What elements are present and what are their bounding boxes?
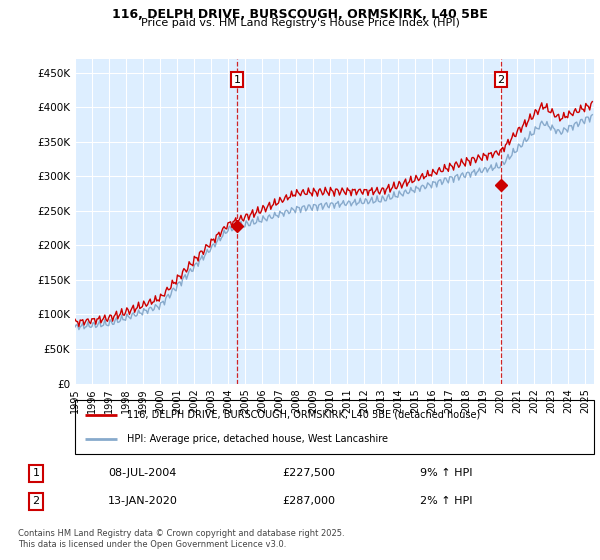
Text: Contains HM Land Registry data © Crown copyright and database right 2025.
This d: Contains HM Land Registry data © Crown c… [18, 529, 344, 549]
Text: 116, DELPH DRIVE, BURSCOUGH, ORMSKIRK, L40 5BE: 116, DELPH DRIVE, BURSCOUGH, ORMSKIRK, L… [112, 8, 488, 21]
Text: 1: 1 [233, 74, 241, 85]
Text: Price paid vs. HM Land Registry's House Price Index (HPI): Price paid vs. HM Land Registry's House … [140, 18, 460, 28]
Text: 1: 1 [32, 468, 40, 478]
Text: £227,500: £227,500 [282, 468, 335, 478]
Text: 2: 2 [32, 496, 40, 506]
Text: 116, DELPH DRIVE, BURSCOUGH, ORMSKIRK, L40 5BE (detached house): 116, DELPH DRIVE, BURSCOUGH, ORMSKIRK, L… [127, 410, 480, 420]
Text: £287,000: £287,000 [282, 496, 335, 506]
Text: 08-JUL-2004: 08-JUL-2004 [108, 468, 176, 478]
Text: 9% ↑ HPI: 9% ↑ HPI [420, 468, 473, 478]
Text: 2: 2 [497, 74, 505, 85]
Text: 13-JAN-2020: 13-JAN-2020 [108, 496, 178, 506]
Text: HPI: Average price, detached house, West Lancashire: HPI: Average price, detached house, West… [127, 434, 388, 444]
Text: 2% ↑ HPI: 2% ↑ HPI [420, 496, 473, 506]
